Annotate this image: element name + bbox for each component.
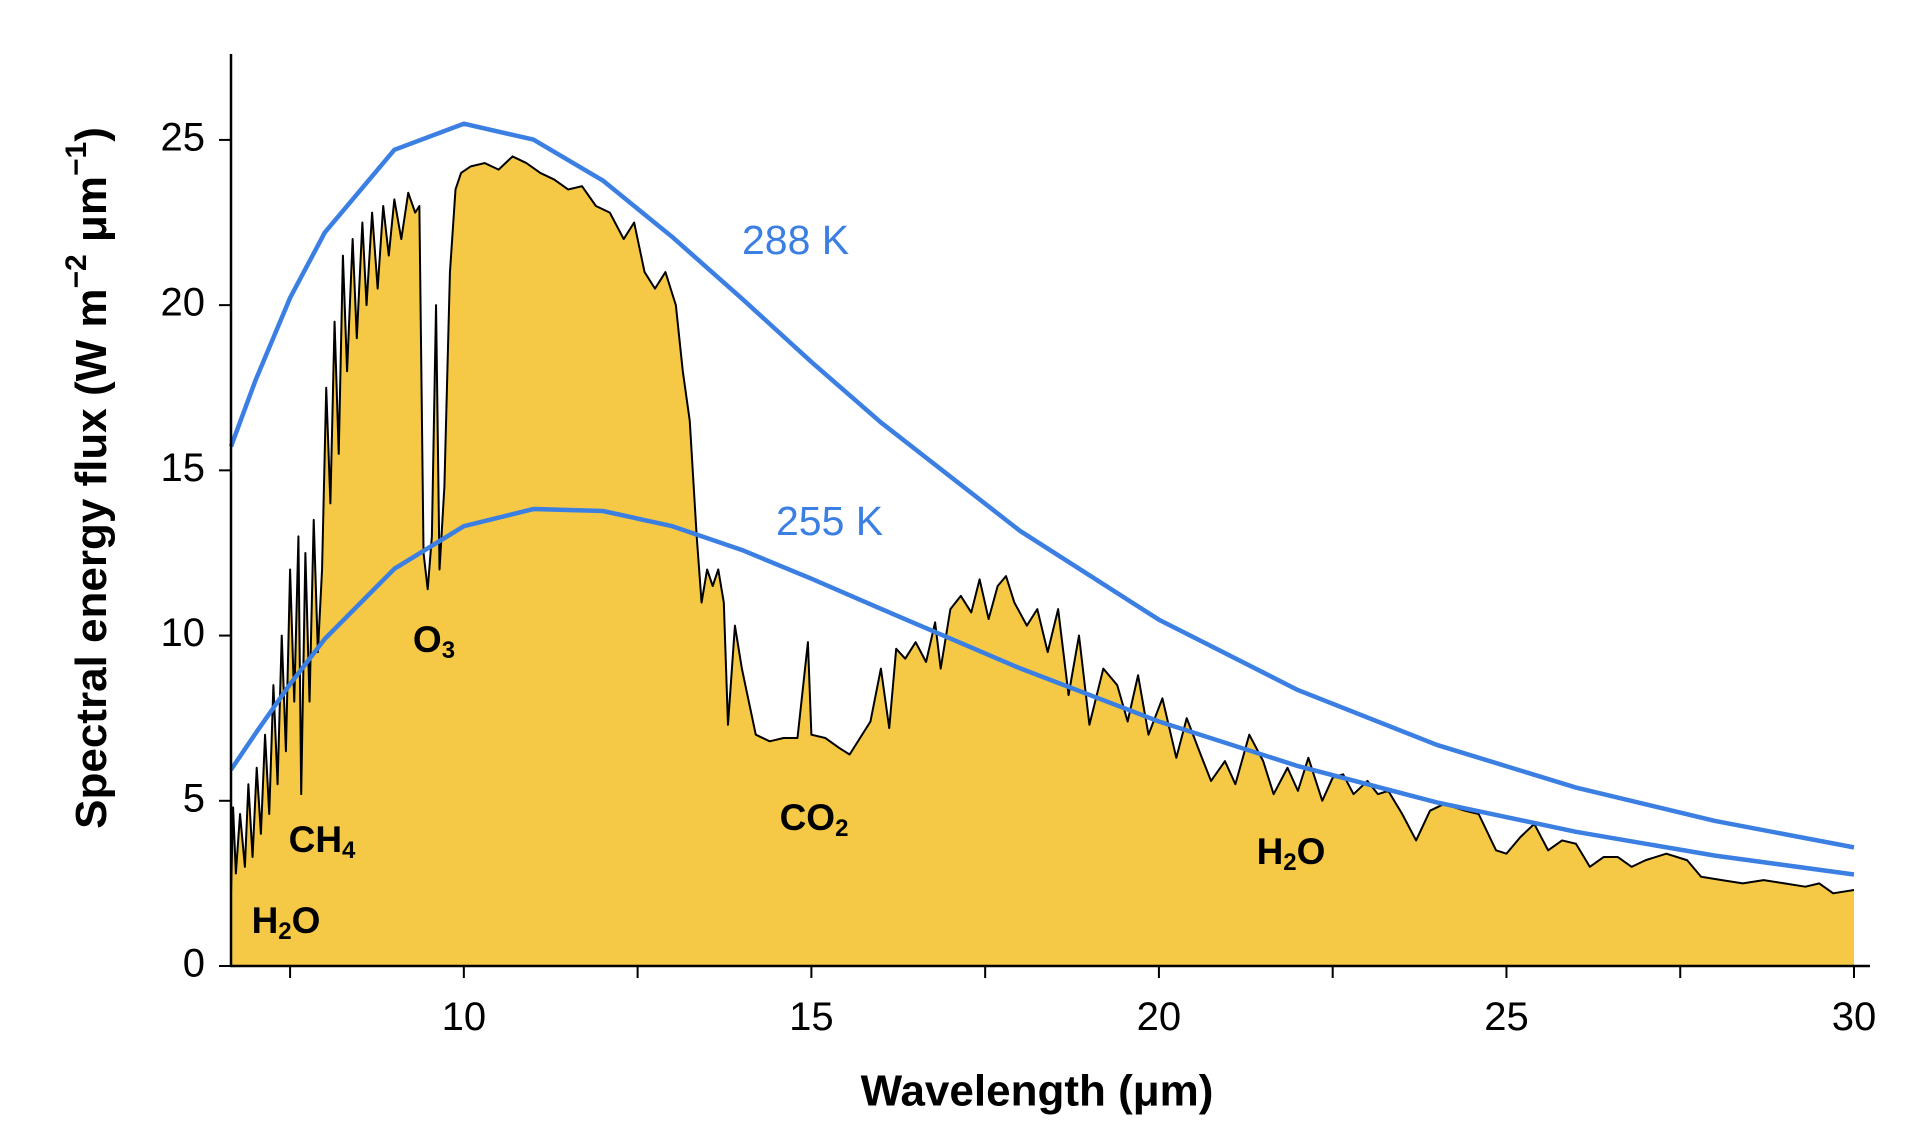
gas-label: CO2 [780,797,849,843]
y-tick-label: 0 [183,942,205,986]
gas-label: CH4 [289,819,356,865]
gas-label: H2O [252,900,321,946]
y-tick-label: 15 [161,446,206,490]
planck-curve [228,121,1855,850]
y-tick-label: 20 [161,281,206,325]
area-fill [231,156,1854,966]
curve-label: 255 K [776,498,883,544]
y-tick-label: 5 [183,776,205,820]
curve-label: 288 K [742,217,849,263]
y-tick-label: 25 [161,115,206,159]
x-tick-label: 30 [1832,995,1877,1039]
area-outline [230,155,1855,895]
x-tick-label: 25 [1484,995,1529,1039]
x-tick-label: 10 [442,995,487,1039]
gas-label: O3 [413,619,455,665]
gas-label: H2O [1257,831,1326,877]
x-axis-label: Wavelength (μm) [861,1067,1214,1116]
x-tick-label: 15 [789,995,834,1039]
planck-curve [229,506,1855,877]
y-axis-label: Spectral energy flux (W m−2 μm−1) [60,127,116,829]
plot-area [228,121,1855,966]
y-tick-label: 10 [161,611,206,655]
x-tick-label: 20 [1137,995,1182,1039]
